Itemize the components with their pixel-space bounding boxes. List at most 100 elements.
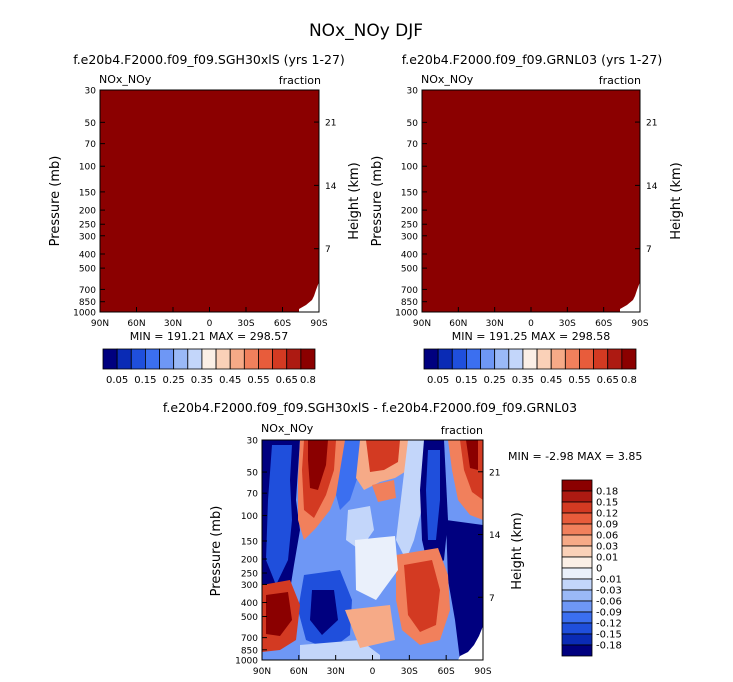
y-tick-label: 100 [401,163,418,173]
colorbar-swatch [159,348,175,370]
panel-2-var-label: NOx_NOy [421,73,474,86]
panel-1-units-label: fraction [279,74,321,87]
y-tick-label: 1000 [73,309,96,319]
colorbar-label: 0.55 [568,375,590,386]
colorbar-swatch [215,348,231,370]
y-tick-label: 300 [241,581,258,591]
x-tick-label: 60N [127,319,145,329]
colorbar-label: 0.8 [621,375,637,386]
x-tick-label: 0 [370,667,376,677]
colorbar-swatch [561,512,593,525]
y-tick-label: 200 [401,207,418,217]
colorbar-label: 0.45 [219,375,241,386]
panel-2-stats: MIN = 191.25 MAX = 298.58 [452,330,610,343]
colorbar-swatch [561,578,593,591]
x-tick-label: 30S [401,667,418,677]
colorbar-label: 0.35 [512,375,534,386]
y-tick-label: 700 [401,286,418,296]
panel-diff-title: f.e20b4.F2000.f09_f09.SGH30xlS - f.e20b4… [163,400,577,415]
colorbar-swatch [561,545,593,558]
y-tick-label: 30 [247,437,259,447]
colorbar-swatch [579,348,595,370]
panel-diff-x-ticks: 90N 60N 30N 0 30S 60S 90S [253,655,492,677]
x-tick-label: 60S [595,319,612,329]
panel-diff-height-label: Height (km) [510,512,525,589]
height-tick-label: 21 [325,119,336,129]
colorbar-label: -0.12 [596,619,622,630]
colorbar-label: 0.35 [191,375,213,386]
y-tick-label: 500 [241,613,258,623]
panel-diff-colorbar: 0.180.150.120.090.060.030.010-0.01-0.03-… [561,479,622,657]
panel-1-height-ticks: 21 14 7 [314,119,337,255]
y-tick-label: 150 [241,537,258,547]
colorbar-swatch [451,348,467,370]
colorbar-label: 0.09 [596,520,618,531]
diff-blue-south-lower [446,520,483,660]
y-tick-label: 250 [79,221,96,231]
colorbar-swatch [508,348,524,370]
colorbar-swatch [561,534,593,547]
panel-1-colorbar: 0.05 0.15 0.25 0.35 0.45 0.55 0.65 0.8 [102,348,316,386]
x-tick-label: 90S [310,319,327,329]
colorbar-label: 0.15 [134,375,156,386]
panel-1-pressure-label: Pressure (mb) [48,156,63,247]
x-tick-label: 30N [486,319,504,329]
y-tick-label: 300 [79,232,96,242]
colorbar-swatch [561,600,593,613]
panel-2-pressure-label: Pressure (mb) [370,156,385,247]
colorbar-swatch [272,348,288,370]
y-tick-label: 400 [241,599,258,609]
colorbar-swatch [144,348,160,370]
x-tick-label: 60N [290,667,308,677]
x-tick-label: 90N [253,667,271,677]
colorbar-swatch [536,348,552,370]
colorbar-swatch [593,348,609,370]
panel-1-field [100,90,319,312]
colorbar-label: 0.01 [596,553,618,564]
colorbar-label: 0.25 [163,375,185,386]
panel-1-title: f.e20b4.F2000.f09_f09.SGH30xlS (yrs 1-27… [73,52,345,67]
height-tick-label: 21 [646,119,657,129]
diff-light-lower [355,536,398,600]
height-tick-label: 14 [646,182,658,192]
x-tick-label: 0 [528,319,534,329]
panel-diff-units-label: fraction [441,424,483,437]
colorbar-label: 0.06 [596,531,618,542]
y-tick-label: 50 [247,469,259,479]
colorbar-swatch [522,348,538,370]
y-tick-label: 150 [79,188,96,198]
colorbar-swatch [561,589,593,602]
diff-red-upper-north-max [308,440,328,490]
colorbar-label: 0.12 [596,509,618,520]
page-title: NOx_NOy DJF [309,21,423,41]
colorbar-swatch [116,348,132,370]
colorbar-swatch [494,348,510,370]
colorbar-swatch [173,348,189,370]
colorbar-swatch [561,567,593,580]
colorbar-swatch [561,556,593,569]
y-tick-label: 850 [241,646,258,656]
x-tick-label: 90S [474,667,491,677]
colorbar-label: 0 [596,564,602,575]
colorbar-label: 0.8 [300,375,316,386]
panel-2-x-ticks: 90N 60N 30N 0 30S 60S 90S [413,307,649,329]
y-tick-label: 100 [241,512,258,522]
x-tick-label: 30S [237,319,254,329]
colorbar-swatch [243,348,259,370]
y-tick-label: 500 [79,265,96,275]
height-tick-label: 14 [489,531,501,541]
colorbar-swatch [561,611,593,624]
y-tick-label: 100 [79,163,96,173]
panel-2-field [422,90,640,312]
x-tick-label: 0 [207,319,213,329]
colorbar-swatch [561,633,593,646]
y-tick-label: 200 [79,207,96,217]
panel-1: f.e20b4.F2000.f09_f09.SGH30xlS (yrs 1-27… [48,52,362,386]
panel-1-missing-region [299,282,319,312]
panel-2-title: f.e20b4.F2000.f09_f09.GRNL03 (yrs 1-27) [402,52,662,67]
colorbar-label: 0.15 [596,498,618,509]
y-tick-label: 70 [407,140,419,150]
colorbar-swatch [229,348,245,370]
